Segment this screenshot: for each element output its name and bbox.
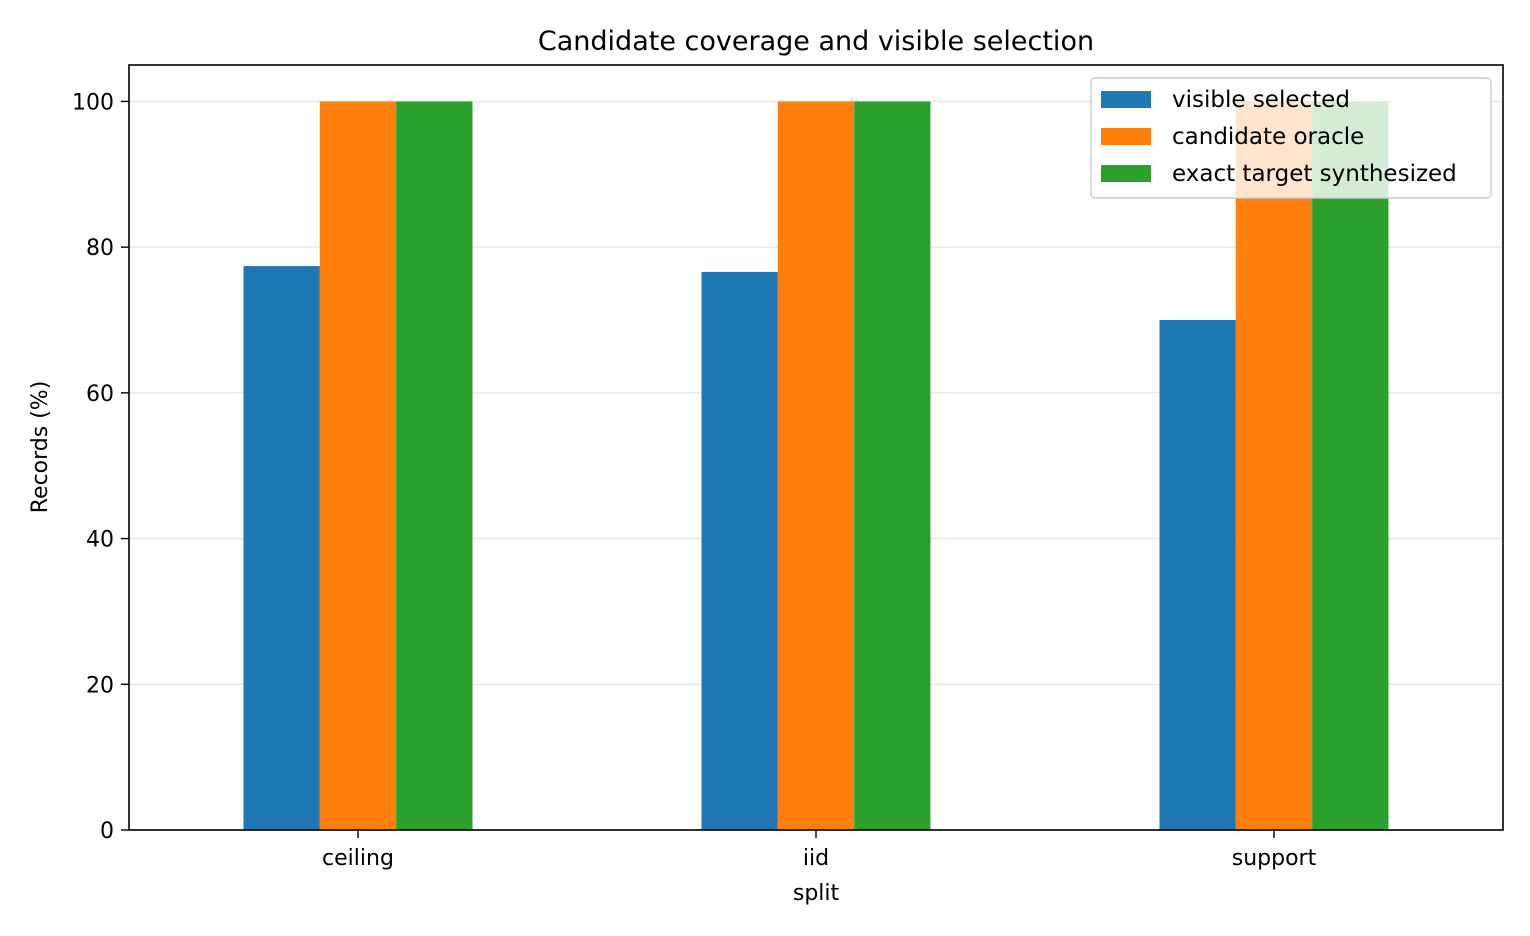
chart-title: Candidate coverage and visible selection	[538, 26, 1094, 57]
y-tick-label: 100	[72, 90, 114, 115]
bar-support-1	[1235, 101, 1313, 830]
bar-ceiling-1	[319, 101, 397, 830]
bars	[243, 101, 1389, 831]
y-tick-label: 0	[100, 819, 114, 844]
bar-support-0	[1159, 320, 1236, 830]
legend-label-0: visible selected	[1172, 87, 1350, 113]
legend-label-2: exact target synthesized	[1172, 161, 1457, 187]
x-tick-label-ceiling: ceiling	[322, 846, 394, 871]
bar-ceiling-0	[243, 266, 320, 831]
bar-iid-2	[854, 101, 931, 830]
x-axis-label: split	[793, 881, 840, 906]
bar-ceiling-2	[396, 101, 473, 830]
y-axis-ticks: 0 20 40 60 80 100	[72, 90, 129, 844]
x-tick-label-iid: iid	[803, 846, 829, 871]
y-tick-label: 40	[86, 528, 114, 553]
y-tick-label: 60	[86, 382, 114, 407]
legend: visible selected candidate oracle exact ta…	[1090, 77, 1492, 199]
legend-swatch-2	[1101, 165, 1151, 182]
bar-support-2	[1312, 101, 1389, 830]
y-tick-label: 80	[86, 236, 114, 261]
x-axis-ticks: ceiling iid support	[322, 830, 1317, 871]
y-tick-label: 20	[86, 673, 114, 698]
legend-swatch-1	[1101, 128, 1151, 145]
legend-swatch-0	[1101, 91, 1151, 108]
legend-box	[1090, 77, 1492, 199]
bar-iid-1	[777, 101, 855, 830]
x-tick-label-support: support	[1232, 846, 1317, 871]
legend-label-1: candidate oracle	[1172, 124, 1364, 150]
bar-iid-0	[701, 271, 778, 830]
y-axis-label: Records (%)	[28, 381, 53, 514]
